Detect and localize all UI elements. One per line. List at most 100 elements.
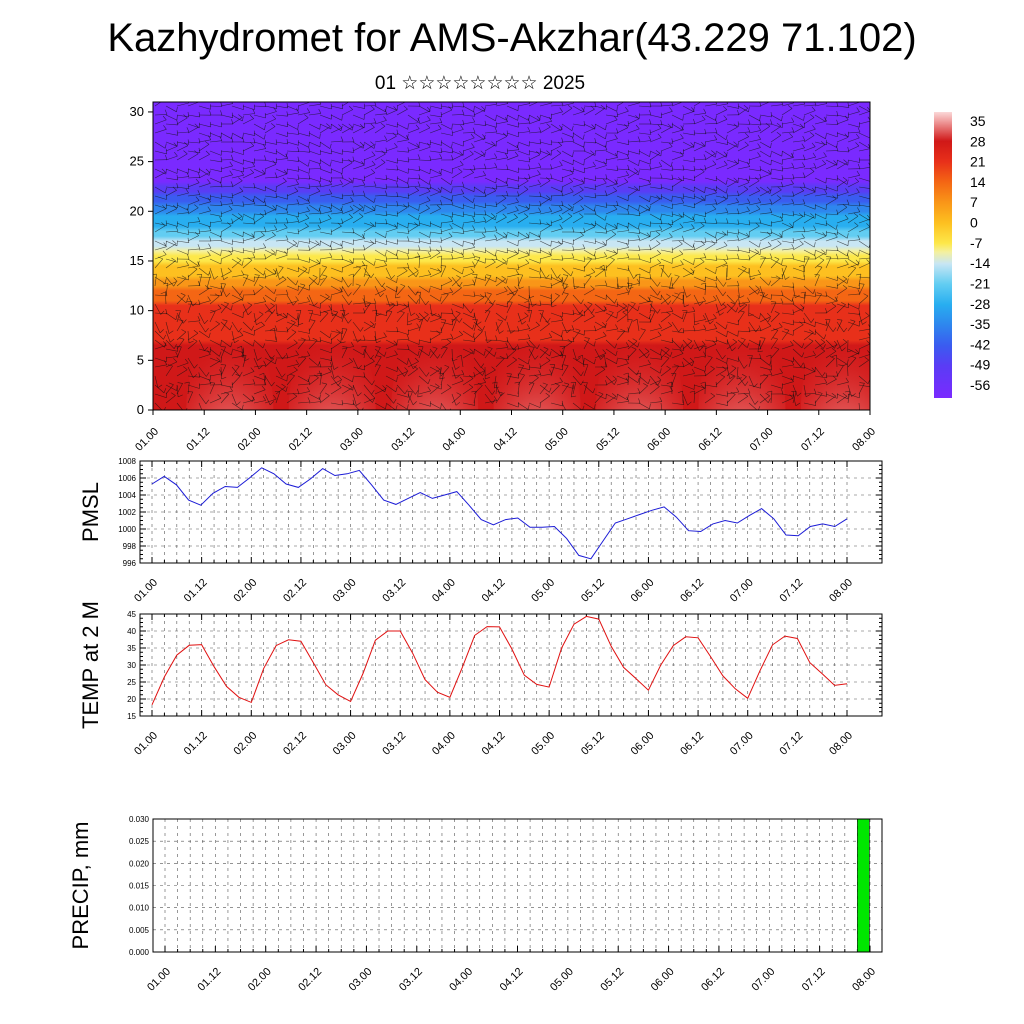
x-tick-label: 01.12	[196, 966, 224, 994]
colorbar-label: 0	[970, 215, 978, 231]
x-tick-label: 01.00	[132, 730, 160, 758]
y-tick-label: 998	[123, 542, 137, 551]
x-tick-label: 05.12	[594, 426, 622, 454]
x-tick-label: 05.12	[579, 577, 607, 605]
x-tick-label: 03.12	[380, 577, 408, 605]
x-tick-label: 06.12	[678, 577, 706, 605]
x-tick-label: 02.00	[231, 577, 259, 605]
y-tick-label: 0.000	[129, 948, 150, 957]
warm-lobe	[391, 320, 479, 410]
y-tick-label: 0.005	[129, 926, 150, 935]
x-tick-label: 07.12	[778, 577, 806, 605]
x-tick-label: 05.00	[529, 577, 557, 605]
wind-barbs	[153, 102, 870, 410]
y-axis-label: TEMP at 2 M	[78, 601, 103, 729]
x-tick-label: 04.12	[498, 966, 526, 994]
colorbar-label: 14	[970, 174, 986, 190]
y-tick-label: 45	[127, 610, 136, 619]
x-tick-label: 03.00	[347, 966, 375, 994]
x-tick-label: 02.00	[236, 426, 264, 454]
y-tick-label: 0.020	[129, 859, 150, 868]
chart-title: Kazhydromet for AMS-Akzhar(43.229 71.102…	[107, 16, 917, 60]
x-tick-label: 08.00	[827, 730, 855, 758]
x-tick-label: 07.12	[799, 426, 827, 454]
colorbar-label: 7	[970, 194, 978, 210]
colorbar-label: -49	[970, 357, 990, 373]
y-axis-label: PMSL	[78, 482, 103, 542]
x-tick-label: 03.12	[380, 730, 408, 758]
colorbar-label: -7	[970, 235, 983, 251]
colorbar-scale	[934, 112, 952, 398]
precip-panel: 0.000 0.005 0.010 0.015 0.020 0.025 0.030 01.00…	[68, 815, 883, 994]
temp-panel: 15 20 25 30 35 40 45 01.00 01.12 02.00 02.12 03.00 0…	[78, 601, 883, 758]
colorbar-label: 35	[970, 113, 986, 129]
cross-section-plot: 0 5 10 15 20 25 30 01.00 01.12 02.00 02.12 03.00 03.…	[130, 101, 878, 454]
x-tick-label: 07.00	[728, 577, 756, 605]
y-tick-label: 30	[127, 661, 136, 670]
y-tick-label: 1008	[118, 457, 136, 466]
panel-frame	[152, 818, 883, 953]
x-tick-label: 04.00	[447, 966, 475, 994]
x-tick-label: 04.12	[480, 577, 508, 605]
x-tick-label: 01.12	[182, 730, 210, 758]
precip-bar	[857, 818, 870, 953]
x-tick-label: 01.12	[184, 426, 212, 454]
warm-lobe	[596, 320, 684, 410]
x-tick-label: 06.12	[699, 966, 727, 994]
y-tick-label: 10	[130, 303, 144, 318]
x-tick-label: 06.00	[645, 426, 673, 454]
x-tick-label: 02.00	[231, 730, 259, 758]
colorbar-label: -56	[970, 377, 990, 393]
y-tick-label: 1004	[118, 491, 136, 500]
x-tick-label: 03.12	[397, 966, 425, 994]
y-tick-label: 0.015	[129, 882, 150, 891]
x-tick-label: 02.12	[281, 730, 309, 758]
x-tick-label: 07.12	[778, 730, 806, 758]
y-tick-label: 35	[127, 644, 136, 653]
y-tick-label: 5	[137, 352, 144, 367]
x-tick-label: 01.00	[132, 577, 160, 605]
y-tick-label: 0	[137, 402, 144, 417]
warm-lobe	[493, 320, 581, 410]
x-tick-label: 07.00	[728, 730, 756, 758]
x-tick-label: 05.00	[543, 426, 571, 454]
y-tick-label: 1000	[118, 525, 136, 534]
x-tick-label: 07.00	[748, 426, 776, 454]
x-tick-label: 06.12	[678, 730, 706, 758]
colorbar-label: -28	[970, 296, 990, 312]
x-tick-label: 05.00	[548, 966, 576, 994]
colorbar-label: -42	[970, 336, 990, 352]
x-tick-label: 04.12	[492, 426, 520, 454]
colorbar-label: -21	[970, 275, 990, 291]
pmsl-line	[151, 467, 848, 560]
x-tick-label: 01.00	[133, 426, 161, 454]
x-tick-label: 01.12	[182, 577, 210, 605]
pmsl-panel: 996 998 1000 1002 1004 1006 1008 01.00 01.12 02.0…	[78, 457, 883, 605]
warm-lobe	[186, 320, 274, 410]
y-tick-label: 15	[130, 253, 144, 268]
x-tick-label: 05.12	[598, 966, 626, 994]
y-tick-label: 996	[123, 559, 137, 568]
y-tick-label: 25	[127, 678, 136, 687]
x-tick-label: 06.00	[629, 730, 657, 758]
x-tick-label: 02.12	[281, 577, 309, 605]
x-tick-label: 07.12	[800, 966, 828, 994]
x-tick-label: 04.00	[430, 577, 458, 605]
chart-subtitle: 01 ☆☆☆☆☆☆☆☆ 2025	[374, 73, 586, 94]
panel-frame	[139, 460, 883, 564]
y-axis-label: PRECIP, mm	[68, 822, 93, 950]
y-tick-label: 30	[130, 104, 144, 119]
x-tick-label: 06.00	[629, 577, 657, 605]
x-tick-label: 08.00	[850, 426, 878, 454]
y-tick-label: 40	[127, 627, 136, 636]
y-tick-label: 25	[130, 154, 144, 169]
y-tick-label: 1002	[118, 508, 136, 517]
x-tick-label: 02.12	[287, 426, 315, 454]
x-tick-label: 03.12	[389, 426, 417, 454]
panel-frame	[139, 613, 883, 717]
x-tick-label: 03.00	[331, 577, 359, 605]
y-tick-label: 0.025	[129, 837, 150, 846]
x-tick-label: 03.00	[331, 730, 359, 758]
